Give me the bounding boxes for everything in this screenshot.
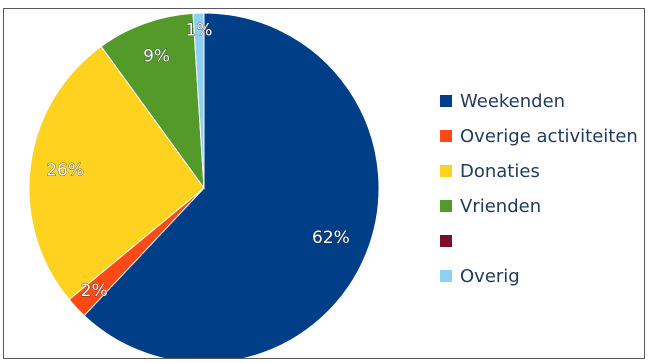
chart-frame: 62% 2% 26% 9% 1% Weekenden Overige activiteit… bbox=[3, 8, 645, 359]
pie-slices bbox=[28, 12, 380, 358]
legend-swatch bbox=[440, 200, 452, 212]
pie-slice-labels: 62% 2% 26% 9% 1% bbox=[46, 20, 350, 301]
legend-swatch bbox=[440, 95, 452, 107]
legend-swatch bbox=[440, 165, 452, 177]
pie-chart: 62% 2% 26% 9% 1% Weekenden Overige activiteit… bbox=[28, 12, 638, 358]
legend-swatch bbox=[440, 130, 452, 142]
pie-slice-vrienden bbox=[100, 12, 205, 190]
pie-slice-label: 26% bbox=[46, 160, 84, 180]
pie-slice-weekenden bbox=[83, 12, 380, 358]
pie-slice-label: 9% bbox=[143, 46, 170, 66]
legend-label: Vrienden bbox=[460, 196, 541, 217]
chart-legend: Weekenden Overige activiteiten Donaties Vri… bbox=[440, 91, 638, 287]
pie-slice-overig bbox=[192, 12, 205, 189]
pie-slice-label: 2% bbox=[81, 281, 108, 301]
pie-slice-label: 1% bbox=[186, 21, 213, 41]
legend-label: Overig bbox=[460, 266, 520, 287]
legend-label: Donaties bbox=[460, 161, 540, 182]
pie-slice-label: 62% bbox=[312, 228, 350, 248]
pie-slice-donaties bbox=[28, 45, 205, 301]
legend-label: Overige activiteiten bbox=[460, 126, 638, 147]
legend-swatch bbox=[440, 270, 452, 282]
legend-swatch bbox=[440, 235, 452, 247]
legend-label: Weekenden bbox=[460, 91, 565, 112]
